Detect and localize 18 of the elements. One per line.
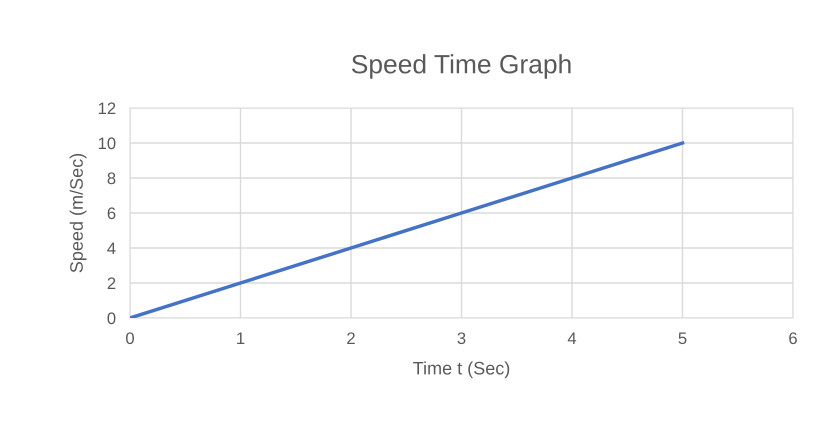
x-tick-label: 1 — [237, 332, 244, 344]
chart-title: Speed Time Graph — [352, 54, 571, 79]
y-tick-label: 12 — [98, 102, 116, 114]
x-tick-label: 0 — [126, 332, 134, 344]
x-tick-label: 6 — [789, 332, 797, 344]
y-tick-label: 2 — [108, 277, 116, 290]
line-series — [130, 141, 684, 318]
x-tick-label: 4 — [568, 332, 576, 344]
y-tick-label: 8 — [108, 172, 116, 184]
x-axis-title: Time t (Sec) — [413, 361, 510, 378]
y-tick-label: 10 — [98, 137, 116, 150]
y-tick-label: 6 — [108, 207, 116, 220]
x-tick-label: 3 — [458, 332, 466, 344]
y-axis-title: Speed (m/Sec) — [70, 154, 86, 272]
y-tick-label: 0 — [107, 312, 116, 324]
x-tick-label: 2 — [347, 332, 355, 344]
x-tick-label: 5 — [678, 332, 686, 344]
y-tick-label: 4 — [107, 242, 116, 254]
